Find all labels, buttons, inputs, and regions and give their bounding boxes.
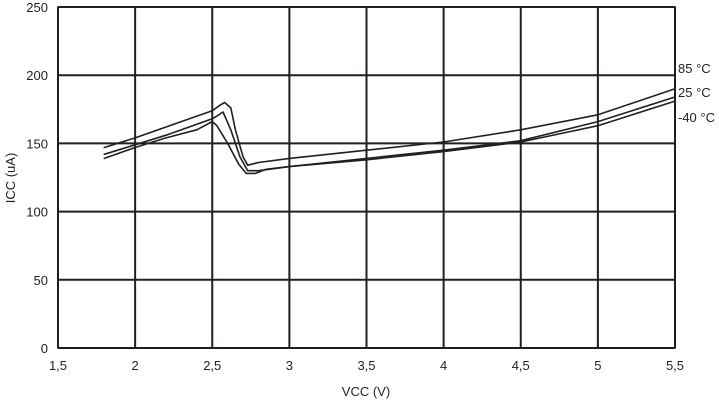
x-tick-label: 3,5 (357, 358, 375, 373)
y-tick-label: 250 (26, 0, 48, 15)
x-tick-label: 4 (440, 358, 447, 373)
series-line-0 (103, 88, 676, 166)
x-tick-label: 2 (132, 358, 139, 373)
series-labels: 85 °C 25 °C -40 °C (678, 61, 715, 125)
x-tick-label: 5 (594, 358, 601, 373)
y-tick-label: 50 (34, 273, 48, 288)
series-label-2: -40 °C (678, 110, 715, 125)
x-tick-label: 3 (286, 358, 293, 373)
y-tick-labels: 0 50 100 150 200 250 (26, 0, 48, 356)
series-label-1: 25 °C (678, 85, 711, 100)
grid (57, 6, 676, 349)
y-tick-label: 200 (26, 68, 48, 83)
x-tick-label: 1,5 (49, 358, 67, 373)
x-tick-label: 4,5 (512, 358, 530, 373)
series-line-2 (103, 100, 676, 175)
series-line-1 (103, 96, 676, 172)
y-tick-label: 150 (26, 136, 48, 151)
x-tick-labels: 1,5 2 2,5 3 3,5 4 4,5 5 5,5 (49, 358, 684, 373)
y-tick-label: 0 (41, 341, 48, 356)
x-tick-label: 5,5 (666, 358, 684, 373)
x-axis-label: VCC (V) (342, 384, 390, 399)
x-tick-label: 2,5 (203, 358, 221, 373)
y-axis-label: ICC (uA) (3, 153, 18, 204)
series-label-0: 85 °C (678, 61, 711, 76)
plot-frame (57, 6, 676, 349)
y-tick-label: 100 (26, 205, 48, 220)
series-lines (103, 88, 676, 175)
